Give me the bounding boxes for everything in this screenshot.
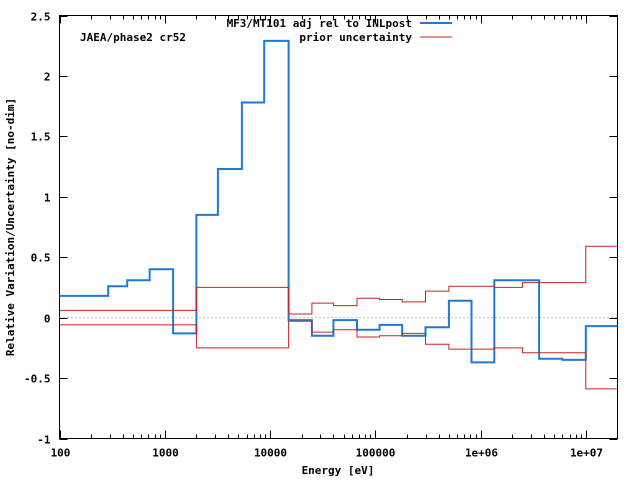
legend-label-series-2: prior uncertainty — [299, 31, 412, 44]
plot-frame — [59, 15, 618, 439]
series-2-lower-line — [59, 320, 618, 390]
legend-label-series-1: MF3/MT101 adj rel to INLpost — [227, 17, 412, 30]
series-1-line — [59, 39, 618, 364]
y-tick-label: 2 — [44, 71, 51, 84]
series-2-line — [59, 245, 618, 315]
x-tick-label: 1e+06 — [465, 447, 498, 460]
x-tick-label: 1e+07 — [570, 447, 603, 460]
chart-annotation: JAEA/phase2 cr52 — [80, 31, 186, 44]
y-tick-label: -0.5 — [24, 373, 51, 386]
x-tick-label: 1000 — [152, 447, 179, 460]
y-tick-label: 1.5 — [31, 131, 51, 144]
y-tick-label: 0 — [44, 313, 51, 326]
x-tick-label: 100 — [51, 447, 71, 460]
y-tick-label: 1 — [44, 192, 51, 205]
x-tick-label: 100000 — [356, 447, 396, 460]
y-tick-label: -1 — [37, 434, 51, 447]
x-axis-label: Energy [eV] — [302, 464, 375, 477]
y-axis-label: Relative Variation/Uncertainty [no-dim] — [4, 98, 17, 356]
x-tick-label: 10000 — [254, 447, 287, 460]
y-tick-label: 0.5 — [31, 252, 51, 265]
y-tick-label: 2.5 — [31, 11, 51, 24]
